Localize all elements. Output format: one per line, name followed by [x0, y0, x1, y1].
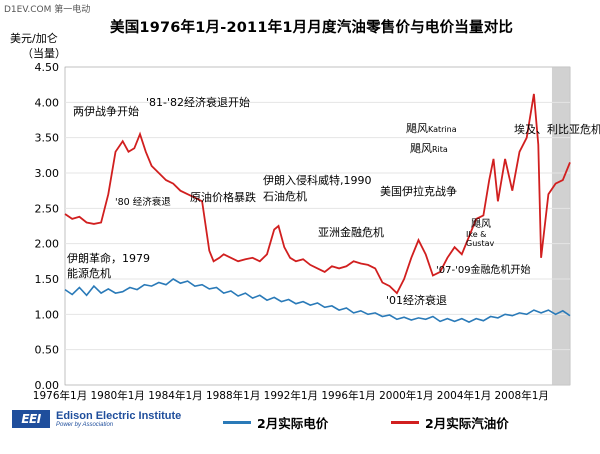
- annotations: 两伊战争开始 '81-'82经济衰退开始 '80 经济衰退 伊朗革命，1979 …: [67, 95, 600, 307]
- plot-area: [64, 66, 571, 386]
- x-tick-label: 1988年1月: [206, 389, 260, 402]
- y-tick-label: 3.50: [35, 132, 60, 145]
- annotation-hurricane-rita-label: 飓风Rita: [410, 142, 448, 155]
- annotation-81-82-recession: '81-'82经济衰退开始: [146, 95, 250, 109]
- series-line-gasoline: [64, 93, 571, 295]
- legend-swatch-gasoline: [391, 421, 419, 424]
- y-tick-label: 4.50: [35, 61, 60, 74]
- x-tick-label: 1992年1月: [264, 389, 318, 402]
- y-tick-label: 1.00: [35, 308, 60, 321]
- y-axis-unit-note: （当量）: [22, 47, 66, 60]
- x-axis-ticks: 1976年1月 1980年1月 1984年1月 1988年1月 1992年1月 1996年…: [33, 389, 549, 402]
- y-tick-label: 1.50: [35, 273, 60, 286]
- x-tick-label: 1980年1月: [91, 389, 145, 402]
- annotation-hurricane-gustav: Gustav: [466, 239, 494, 248]
- annotation-egypt-libya-crisis: 埃及、利比亚危机: [514, 122, 600, 136]
- x-tick-label: 1984年1月: [148, 389, 202, 402]
- annotation-07-09-financial-crisis: '07-'09金融危机开始: [436, 263, 531, 276]
- y-tick-label: 2.00: [35, 238, 60, 251]
- eei-logo-tagline: Power by Association: [56, 421, 114, 428]
- annotation-hurricane-katrina-label: 飓风Katrina: [406, 122, 457, 135]
- annotation-hurricane-ike: Ike &: [466, 230, 486, 239]
- x-tick-label: 2008年1月: [495, 389, 549, 402]
- y-tick-label: 0.00: [35, 379, 60, 392]
- annotation-80-recession: '80 经济衰退: [115, 196, 171, 208]
- shaded-region: [551, 67, 570, 385]
- annotation-hurricane-rita-cn: 飓风: [410, 142, 432, 155]
- annotation-energy-crisis: 能源危机: [67, 266, 111, 280]
- x-tick-label: 1996年1月: [321, 389, 375, 402]
- annotation-hurricane-katrina-en: Katrina: [428, 125, 457, 134]
- legend-item-gasoline: 2月实际汽油价: [391, 413, 509, 432]
- legend-label-electricity: 2月实际电价: [257, 416, 329, 431]
- annotation-hurricane-rita-en: Rita: [432, 145, 448, 154]
- legend-label-gasoline: 2月实际汽油价: [425, 416, 509, 431]
- y-tick-label: 4.00: [35, 96, 60, 109]
- eei-logo: EEI Edison Electric Institute Power by A…: [12, 410, 181, 428]
- chart-title: 美国1976年1月-2011年1月月度汽油零售价与电价当量对比: [110, 20, 514, 36]
- annotation-iran-iraq-war: 两伊战争开始: [73, 104, 139, 118]
- annotation-us-iraq-war: 美国伊拉克战争: [380, 184, 457, 198]
- eei-logo-name: Edison Electric Institute: [56, 409, 182, 422]
- annotation-oil-price-crash: 原油价格暴跌: [190, 190, 256, 204]
- x-tick-label: 2004年1月: [437, 389, 491, 402]
- y-tick-label: 3.00: [35, 167, 60, 180]
- annotation-iran-revolution: 伊朗革命，1979: [67, 251, 150, 265]
- annotation-asian-financial-crisis: 亚洲金融危机: [318, 225, 384, 239]
- eei-logo-mark: EEI: [12, 410, 50, 428]
- annotation-oil-crisis: 石油危机: [263, 189, 307, 203]
- annotation-iraq-invades-kuwait: 伊朗入侵科威特,1990: [263, 173, 372, 187]
- series-line-electricity: [64, 278, 571, 323]
- legend-item-electricity: 2月实际电价: [223, 413, 328, 432]
- grid-lines: [65, 101, 570, 351]
- x-tick-label: 2000年1月: [379, 389, 433, 402]
- y-axis-ticks: 0.00 0.50 1.00 1.50 2.00 2.50 3.00 3.50 4.00 4.50: [35, 61, 60, 392]
- y-tick-label: 0.50: [35, 344, 60, 357]
- y-axis-unit: 美元/加仑: [10, 32, 58, 45]
- annotation-01-recession: '01经济衰退: [386, 293, 447, 307]
- legend-swatch-electricity: [223, 421, 251, 424]
- annotation-hurricane-ike-gustav-cn: 飓风: [471, 218, 491, 230]
- watermark: D1EV.COM 第一电动: [4, 5, 91, 15]
- x-tick-label: 1976年1月: [33, 389, 87, 402]
- y-tick-label: 2.50: [35, 202, 60, 215]
- annotation-hurricane-katrina-cn: 飓风: [406, 122, 428, 135]
